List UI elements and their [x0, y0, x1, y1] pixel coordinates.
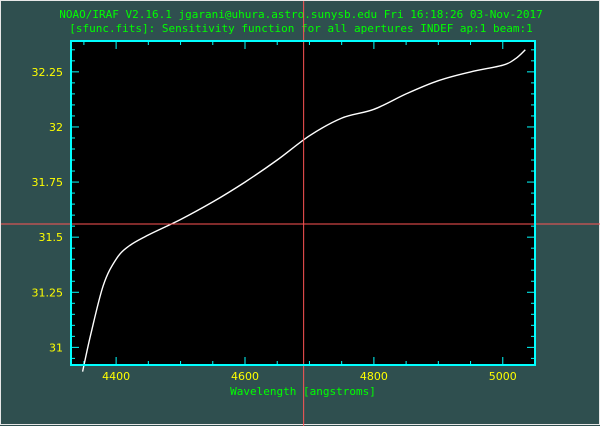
- y-tick-label: 31.75: [32, 176, 64, 189]
- y-tick-label: 31.25: [32, 286, 64, 299]
- sensitivity-curve: [81, 49, 526, 372]
- header-system-line: NOAO/IRAF V2.16.1 jgarani@uhura.astro.su…: [59, 8, 542, 21]
- header-title-line: [sfunc.fits]: Sensitivity function for a…: [69, 22, 533, 35]
- x-tick-label: 5000: [489, 370, 517, 383]
- x-axis-label: Wavelength [angstroms]: [230, 385, 376, 398]
- y-tick-label: 32: [49, 121, 63, 134]
- plot-frame: [70, 40, 536, 366]
- x-tick-label: 4400: [102, 370, 130, 383]
- tick-labels: 4400 4600 4800 5000 31 31.25 31.5 31.75 32 32.25: [32, 66, 517, 383]
- x-tick-label: 4800: [360, 370, 388, 383]
- x-tick-label: 4600: [231, 370, 259, 383]
- y-tick-label: 31.5: [39, 231, 64, 244]
- y-tick-label: 32.25: [32, 66, 64, 79]
- y-tick-label: 31: [49, 341, 63, 354]
- plot-area[interactable]: [71, 41, 535, 365]
